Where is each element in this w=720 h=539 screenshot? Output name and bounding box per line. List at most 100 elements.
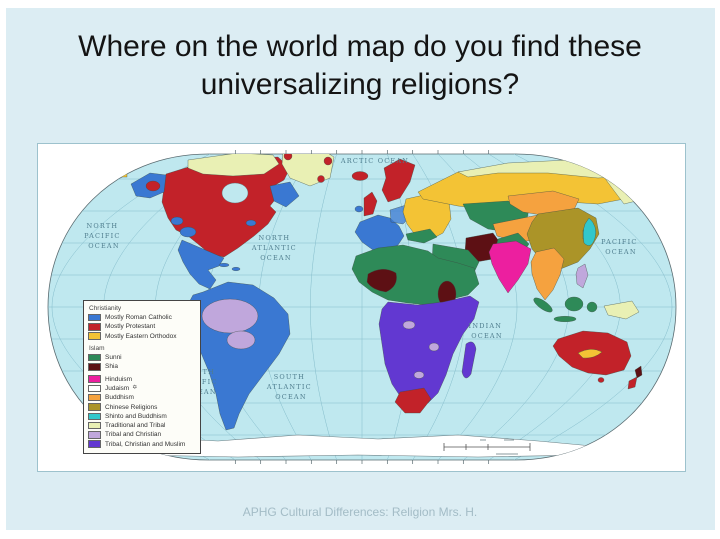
region-africa-tribal-3 — [413, 371, 425, 379]
graticule-ticks — [234, 150, 490, 464]
region-uk — [363, 191, 378, 217]
legend-group: Christianity Mostly Roman Catholic Mostly … — [88, 304, 197, 341]
region-sumatra — [533, 297, 553, 313]
legend-item: Shia — [88, 362, 197, 371]
region-new-guinea — [603, 300, 640, 320]
region-japan — [583, 217, 596, 246]
legend-label: Traditional and Tribal — [105, 422, 166, 430]
legend-header: Christianity — [89, 305, 122, 312]
legend-swatch — [88, 363, 101, 371]
region-greenland-coast-2 — [323, 156, 333, 166]
legend-item: Traditional and Tribal — [88, 421, 197, 430]
region-hispaniola — [231, 267, 241, 271]
region-borneo — [564, 296, 584, 312]
region-philippines — [575, 263, 589, 289]
legend-swatch — [88, 323, 101, 331]
legend-group: Islam Sunni Shia — [88, 344, 197, 372]
label-indian-ocean: INDIAN OCEAN — [469, 322, 506, 340]
legend-swatch — [88, 403, 101, 411]
region-amazon-tribal — [201, 298, 259, 334]
region-labrador — [269, 181, 300, 208]
region-tasmania — [597, 377, 605, 383]
label-north-atlantic-ocean: NORTH ATLANTIC OCEAN — [251, 234, 300, 262]
region-africa-tribal-1 — [402, 320, 416, 330]
legend-label: Shia — [105, 363, 119, 371]
legend-label: Judaism — [105, 384, 130, 392]
region-australia-outback — [577, 349, 603, 359]
legend-swatch — [88, 421, 101, 430]
region-java — [553, 316, 577, 322]
label-pacific-ocean: PACIFIC OCEAN — [601, 238, 641, 256]
region-cuba — [218, 263, 230, 267]
slide-footer: APHG Cultural Differences: Religion Mrs.… — [242, 505, 478, 519]
legend-item: Tribal, Christian and Muslim — [88, 440, 197, 449]
region-sahara-shia-1 — [366, 269, 397, 293]
region-west-europe — [354, 214, 405, 253]
world-map-image: ARCTIC OCEAN NORTH PACIFIC OCEAN NORTH A… — [47, 150, 677, 464]
label-north-pacific-ocean: NORTH PACIFIC OCEAN — [84, 222, 124, 250]
region-new-zealand-north — [634, 365, 643, 379]
legend-label: Hinduism — [105, 375, 133, 383]
legend-label: Buddhism — [105, 394, 134, 402]
label-arctic-ocean: ARCTIC OCEAN — [340, 157, 409, 165]
legend-swatch — [88, 393, 101, 402]
legend-swatch — [88, 431, 101, 439]
legend-item: Hinduism — [88, 374, 197, 383]
region-southeast-asia — [530, 247, 565, 301]
region-ireland — [354, 205, 364, 213]
region-iceland — [351, 171, 369, 181]
legend-label: Mostly Eastern Orthodox — [105, 332, 177, 340]
legend-item: Sunni — [88, 353, 197, 362]
region-south-africa — [394, 387, 432, 414]
region-us-west-1 — [179, 226, 197, 238]
landmasses — [67, 154, 655, 458]
region-madagascar — [461, 341, 477, 379]
legend-swatch — [88, 440, 101, 448]
region-canadian-arctic — [187, 154, 280, 177]
region-us-west-2 — [170, 216, 184, 226]
legend-swatch — [88, 375, 101, 383]
region-greenland-coast-3 — [317, 175, 325, 183]
region-chukotka — [115, 167, 128, 178]
legend-item: Tribal and Christian — [88, 430, 197, 439]
region-alaska-inner — [145, 180, 161, 192]
scale-bar — [443, 439, 531, 455]
legend-item: Mostly Eastern Orthodox — [88, 332, 197, 341]
legend-label: Mostly Protestant — [105, 323, 156, 331]
legend-item: Shinto and Buddhism — [88, 412, 197, 421]
legend-swatch — [88, 384, 101, 393]
judaism-symbol: ✡ — [132, 384, 138, 391]
region-africa-tribal-2 — [428, 342, 440, 352]
slide-background: Where on the world map do you find these… — [6, 8, 715, 530]
legend-label: Tribal and Christian — [105, 431, 162, 439]
legend-swatch — [88, 313, 101, 322]
world-religion-map: ARCTIC OCEAN NORTH PACIFIC OCEAN NORTH A… — [37, 143, 686, 472]
region-scandinavia — [381, 158, 416, 203]
legend-group: Hinduism Judaism ✡ Buddhism Chinese Religion… — [88, 374, 197, 448]
legend-swatch — [88, 332, 101, 340]
slide-title: Where on the world map do you find these… — [78, 30, 642, 101]
legend-item: Buddhism — [88, 393, 197, 402]
region-new-zealand-south — [627, 376, 638, 390]
hudson-bay — [221, 182, 249, 204]
legend-swatch — [88, 353, 101, 362]
legend-label: Chinese Religions — [105, 403, 158, 411]
legend-swatch — [88, 412, 101, 421]
legend-item: Judaism ✡ — [88, 384, 197, 393]
region-sulawesi — [586, 301, 598, 313]
legend-label: Tribal, Christian and Muslim — [105, 440, 186, 448]
region-greenland-coast-1 — [283, 154, 293, 161]
region-mexico-central-america — [177, 239, 225, 290]
legend-label: Shinto and Buddhism — [105, 412, 167, 420]
legend-item: Mostly Roman Catholic — [88, 313, 197, 322]
region-turkey — [405, 228, 438, 244]
map-legend: Christianity Mostly Roman Catholic Mostly … — [83, 300, 201, 454]
legend-item: Chinese Religions — [88, 402, 197, 411]
legend-label: Mostly Roman Catholic — [105, 314, 172, 322]
region-india — [488, 240, 532, 294]
region-amazon-tribal-2 — [226, 330, 256, 350]
legend-item: Mostly Protestant — [88, 322, 197, 331]
legend-header: Islam — [89, 344, 105, 352]
legend-label: Sunni — [105, 354, 122, 362]
